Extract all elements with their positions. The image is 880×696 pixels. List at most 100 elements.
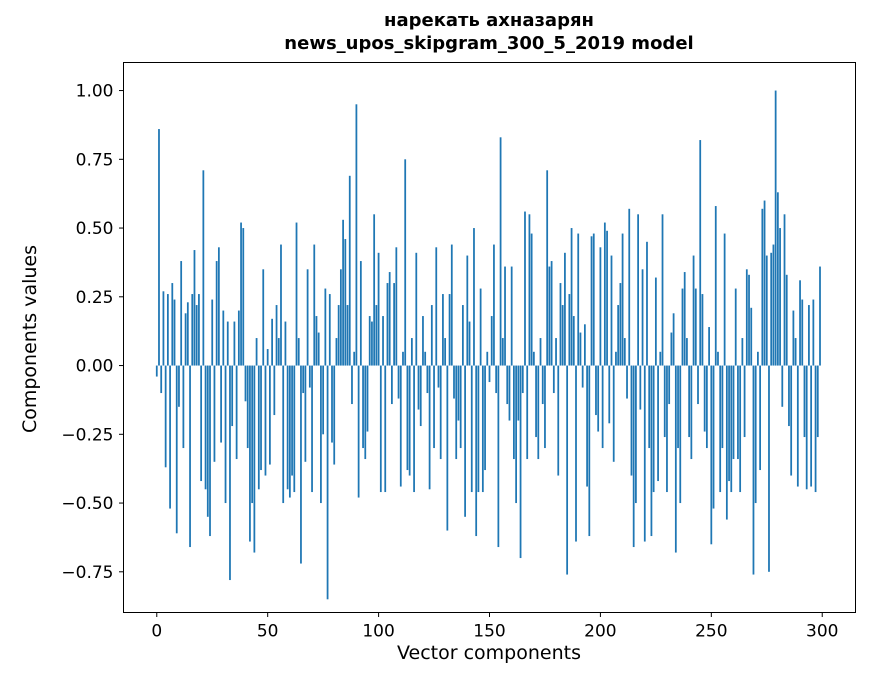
bar xyxy=(506,365,509,405)
bar xyxy=(719,365,722,493)
bar xyxy=(470,365,473,493)
bar xyxy=(564,252,566,366)
bar xyxy=(646,241,648,366)
bar xyxy=(388,272,391,366)
bar xyxy=(610,255,613,366)
bar xyxy=(424,351,427,366)
bar xyxy=(588,365,591,537)
bar xyxy=(721,365,724,449)
bar xyxy=(288,365,291,498)
bar xyxy=(714,206,717,366)
bar xyxy=(570,228,573,366)
bar xyxy=(300,365,302,564)
bar xyxy=(552,365,555,394)
bar xyxy=(734,288,737,366)
bar xyxy=(282,365,285,504)
bar xyxy=(683,272,686,366)
bar xyxy=(581,365,584,388)
bar xyxy=(575,365,577,542)
bar xyxy=(384,365,387,493)
bar xyxy=(626,365,628,399)
bar xyxy=(510,266,513,366)
bar xyxy=(639,365,642,410)
bar xyxy=(548,266,551,366)
bar xyxy=(557,365,560,476)
bar xyxy=(803,365,806,438)
bar xyxy=(788,365,790,427)
bar xyxy=(342,219,344,366)
bar xyxy=(544,365,546,449)
bar xyxy=(446,365,449,531)
y-tick-label: 0.50 xyxy=(76,219,114,239)
bar xyxy=(712,365,715,509)
bar xyxy=(601,365,604,449)
bar xyxy=(672,313,675,366)
bar xyxy=(373,214,376,366)
bar xyxy=(333,365,336,465)
bar xyxy=(255,338,258,366)
bar xyxy=(772,244,775,366)
bar xyxy=(568,294,571,366)
bar xyxy=(226,321,229,366)
x-tick-label: 300 xyxy=(806,622,838,642)
bar xyxy=(754,365,757,504)
bar xyxy=(737,365,739,460)
bar xyxy=(362,365,364,449)
bar xyxy=(637,214,639,366)
bar xyxy=(670,332,673,366)
bar xyxy=(426,365,429,394)
bar xyxy=(229,365,231,581)
bar xyxy=(632,365,635,548)
bar xyxy=(630,365,633,476)
bar xyxy=(158,129,160,366)
bar xyxy=(402,351,404,366)
bar xyxy=(692,255,695,366)
bar xyxy=(351,365,353,405)
bar xyxy=(240,222,242,366)
bar xyxy=(326,365,329,600)
chart-title: нарекать ахназарян xyxy=(384,10,594,31)
bar xyxy=(730,365,733,493)
bar xyxy=(171,283,174,366)
bar xyxy=(397,365,400,399)
bar xyxy=(801,299,804,366)
bar xyxy=(641,269,644,366)
bar xyxy=(657,365,659,482)
bar xyxy=(335,338,338,366)
x-tick-label: 50 xyxy=(257,622,279,642)
bar xyxy=(453,365,455,399)
bar xyxy=(694,288,697,366)
bar xyxy=(175,365,178,534)
bar xyxy=(796,365,799,487)
bar xyxy=(237,310,240,366)
bar xyxy=(295,222,298,366)
bar xyxy=(202,170,205,366)
bar xyxy=(244,365,247,402)
bar xyxy=(211,299,214,366)
bar xyxy=(643,365,646,542)
bar xyxy=(368,316,371,366)
bar xyxy=(697,365,699,405)
bar xyxy=(379,365,382,493)
bar xyxy=(541,365,544,405)
bar xyxy=(819,266,821,366)
bar xyxy=(590,236,593,366)
bar xyxy=(663,365,666,438)
bar xyxy=(386,283,389,366)
x-tick-label: 200 xyxy=(584,622,616,642)
bar xyxy=(233,321,236,366)
bar xyxy=(770,252,773,366)
bar xyxy=(213,365,216,462)
bar xyxy=(222,310,225,366)
bar xyxy=(375,305,378,366)
bar xyxy=(603,222,606,366)
bar xyxy=(260,365,262,471)
bar xyxy=(677,365,679,449)
bar xyxy=(539,338,542,366)
bar xyxy=(650,365,653,537)
bar xyxy=(561,305,564,366)
bar xyxy=(200,365,203,482)
bar xyxy=(262,269,265,366)
